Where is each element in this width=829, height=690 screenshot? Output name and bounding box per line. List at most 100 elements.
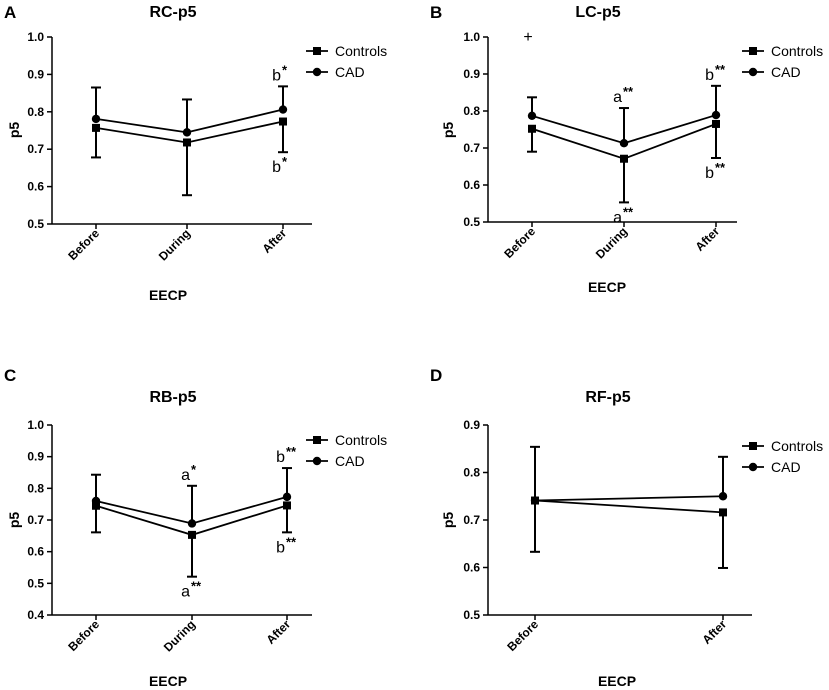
x-tick-label: During xyxy=(161,617,198,654)
annotation-letter: a xyxy=(613,89,622,106)
y-tick-label: 1.0 xyxy=(27,418,44,432)
legend-marker-square xyxy=(749,442,757,450)
series-cad xyxy=(91,85,288,137)
y-tick-label: 0.9 xyxy=(463,418,480,432)
annotation-stars: * xyxy=(282,154,288,169)
significance-annotation: b * xyxy=(272,154,288,176)
legend: Controls CAD xyxy=(742,43,823,80)
annotation-stars: * xyxy=(191,462,197,477)
series-cad xyxy=(530,445,728,505)
legend-marker-circle xyxy=(748,67,758,77)
data-point-circle xyxy=(187,519,197,528)
x-axis-label: EECP xyxy=(149,673,187,689)
x-tick-label: After xyxy=(259,226,289,256)
legend-marker-circle xyxy=(312,67,322,77)
series-line xyxy=(95,108,284,134)
series-controls xyxy=(530,496,728,569)
significance-annotation: b ** xyxy=(705,160,726,182)
data-point-square xyxy=(620,154,628,163)
data-point-square xyxy=(92,501,100,510)
annotation-stars: ** xyxy=(715,160,726,175)
x-axis-label: EECP xyxy=(149,287,187,303)
y-tick-label: 1.0 xyxy=(27,30,44,44)
annotation-stars: ** xyxy=(286,444,297,459)
significance-annotation: b ** xyxy=(276,444,297,466)
series-line xyxy=(534,495,724,502)
significance-annotation: a ** xyxy=(613,84,634,106)
chart-title: RC-p5 xyxy=(149,4,196,21)
legend-label: Controls xyxy=(335,432,387,448)
annotation-stars: ** xyxy=(623,204,634,219)
data-point-square xyxy=(183,138,191,147)
annotation-letter: b xyxy=(705,67,714,84)
y-tick-label: 0.9 xyxy=(27,450,44,464)
data-point-circle xyxy=(530,496,540,505)
data-point-square xyxy=(712,119,720,128)
x-axis-label: EECP xyxy=(598,673,636,689)
series-cad xyxy=(91,467,292,528)
y-tick-label: 0.7 xyxy=(27,513,44,527)
significance-annotation: a * xyxy=(181,462,197,484)
y-axis-label: p5 xyxy=(440,122,456,139)
y-tick-label: 0.8 xyxy=(463,466,480,480)
y-tick-label: 0.9 xyxy=(27,67,44,81)
data-point-circle xyxy=(711,110,721,120)
y-axis-label: p5 xyxy=(6,122,22,139)
annotation-letter: a xyxy=(613,209,622,226)
annotation-stars: ** xyxy=(623,84,634,99)
data-point-circle xyxy=(718,492,728,501)
x-tick-label: After xyxy=(699,617,729,647)
data-point-square xyxy=(528,124,536,133)
x-tick-label: Before xyxy=(65,617,102,654)
significance-annotation: a ** xyxy=(613,204,634,226)
legend-label: CAD xyxy=(771,459,801,475)
legend: Controls CAD xyxy=(306,432,387,469)
panel-b: B LC-p5 0.5 0.6 0.7 0.8 0.9 1.0 Before During Afte… xyxy=(430,3,823,295)
panel-d: D RF-p5 0.5 0.6 0.7 0.8 0.9 Before After p5 EECP Co… xyxy=(430,366,823,689)
legend-label: CAD xyxy=(771,64,801,80)
annotation-letter: b xyxy=(705,165,714,182)
y-tick-label: 0.5 xyxy=(27,576,44,590)
chart-title: RB-p5 xyxy=(149,389,196,406)
legend-marker-square xyxy=(749,47,757,55)
y-tick-label: 0.8 xyxy=(27,481,44,495)
plus-mark: + xyxy=(523,29,532,46)
panel-letter: C xyxy=(4,366,16,385)
legend-marker-circle xyxy=(312,456,322,466)
y-tick-label: 0.6 xyxy=(27,545,44,559)
x-tick-label: During xyxy=(156,226,193,263)
chart-title: LC-p5 xyxy=(575,4,620,21)
panel-letter: D xyxy=(430,366,442,385)
data-point-circle xyxy=(282,492,292,502)
data-point-square xyxy=(283,501,291,510)
panel-letter: B xyxy=(430,3,442,22)
legend-marker-square xyxy=(313,436,321,444)
data-point-circle xyxy=(619,138,629,148)
series-controls xyxy=(91,501,292,578)
data-point-circle xyxy=(91,114,101,124)
significance-annotation: b * xyxy=(272,62,288,84)
chart-title: RF-p5 xyxy=(585,389,630,406)
annotation-letter: b xyxy=(276,539,285,556)
x-tick-label: After xyxy=(692,224,722,254)
significance-annotation: b ** xyxy=(276,534,297,556)
legend-label: CAD xyxy=(335,64,365,80)
x-tick-label: After xyxy=(263,617,293,647)
data-point-square xyxy=(279,117,287,126)
annotation-stars: ** xyxy=(715,62,726,77)
y-tick-label: 0.8 xyxy=(463,104,480,118)
series-controls xyxy=(527,119,721,204)
legend-label: Controls xyxy=(335,43,387,59)
series-line xyxy=(534,499,724,514)
legend-label: CAD xyxy=(335,453,365,469)
legend-marker-circle xyxy=(748,462,758,472)
y-tick-label: 0.6 xyxy=(27,180,44,194)
y-axis-label: p5 xyxy=(440,512,456,529)
y-axis-label: p5 xyxy=(6,512,22,529)
y-tick-label: 0.7 xyxy=(463,513,480,527)
x-axis-label: EECP xyxy=(588,279,626,295)
x-tick-label: Before xyxy=(504,617,541,654)
y-tick-label: 0.6 xyxy=(463,178,480,192)
annotation-letter: b xyxy=(272,159,281,176)
